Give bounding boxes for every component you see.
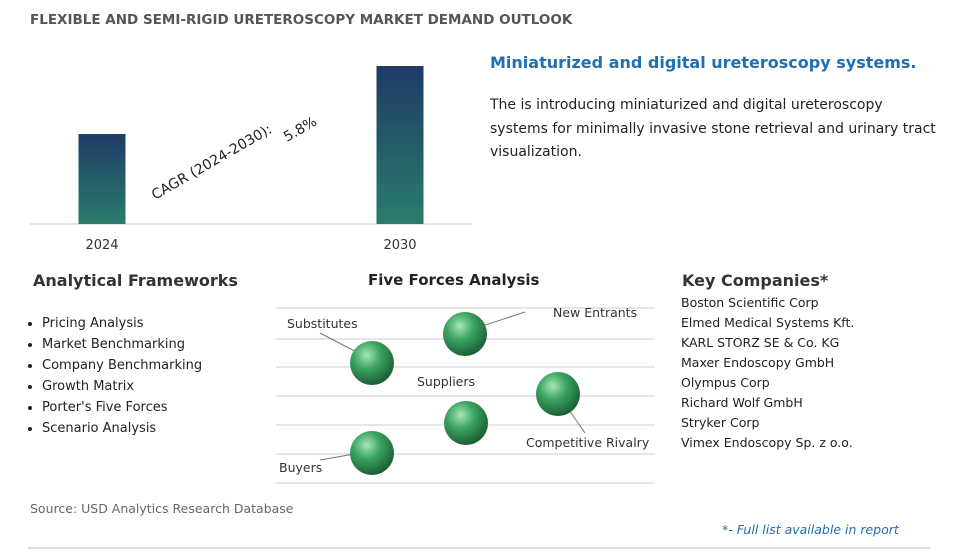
companies-list: Boston Scientific Corp Elmed Medical Syst… xyxy=(681,293,854,453)
companies-heading: Key Companies* xyxy=(682,271,829,290)
bubble xyxy=(350,341,394,385)
bubble xyxy=(350,431,394,475)
list-item: Vimex Endoscopy Sp. z o.o. xyxy=(681,435,853,450)
bar xyxy=(376,66,424,224)
list-item: Richard Wolf GmbH xyxy=(681,395,803,410)
force-label: New Entrants xyxy=(553,305,637,320)
frameworks-list: Pricing AnalysisMarket BenchmarkingCompa… xyxy=(28,313,202,439)
list-item: Olympus Corp xyxy=(681,375,770,390)
list-item: KARL STORZ SE & Co. KG xyxy=(681,335,840,350)
force-label: Competitive Rivalry xyxy=(526,435,650,450)
bar xyxy=(78,134,126,224)
five-forces-grid xyxy=(276,307,655,484)
list-item: Scenario Analysis xyxy=(42,418,202,439)
bubble xyxy=(443,312,487,356)
force-label: Buyers xyxy=(279,460,322,475)
frameworks-heading: Analytical Frameworks xyxy=(33,271,238,290)
bubble xyxy=(536,372,580,416)
footnote: *- Full list available in report xyxy=(722,522,899,537)
list-item: Maxer Endoscopy GmbH xyxy=(681,355,835,370)
forces-heading: Five Forces Analysis xyxy=(368,271,540,289)
force-label: Substitutes xyxy=(287,316,358,331)
force-label: Suppliers xyxy=(417,374,475,389)
x-tick-label: 2024 xyxy=(85,238,118,253)
bubbles xyxy=(350,312,580,475)
cagr-value: 5.8% xyxy=(281,114,320,146)
list-item: Pricing Analysis xyxy=(42,313,202,334)
page-title: FLEXIBLE AND SEMI-RIGID URETEROSCOPY MAR… xyxy=(30,12,573,28)
x-tick-label: 2030 xyxy=(383,238,416,253)
list-item: Boston Scientific Corp xyxy=(681,295,819,310)
cagr-label: CAGR (2024-2030): xyxy=(149,122,275,204)
highlight-heading: Miniaturized and digital ureteroscopy sy… xyxy=(490,53,917,72)
list-item: Market Benchmarking xyxy=(42,334,202,355)
bar-chart: 2024 2030 xyxy=(30,66,472,253)
bubble xyxy=(444,401,488,445)
list-item: Stryker Corp xyxy=(681,415,760,430)
list-item: Company Benchmarking xyxy=(42,355,202,376)
source: Source: USD Analytics Research Database xyxy=(30,501,294,516)
list-item: Growth Matrix xyxy=(42,376,202,397)
list-item: Porter's Five Forces xyxy=(42,397,202,418)
list-item: Elmed Medical Systems Kft. xyxy=(681,315,855,330)
highlight-text: The is introducing miniaturized and digi… xyxy=(490,97,936,160)
